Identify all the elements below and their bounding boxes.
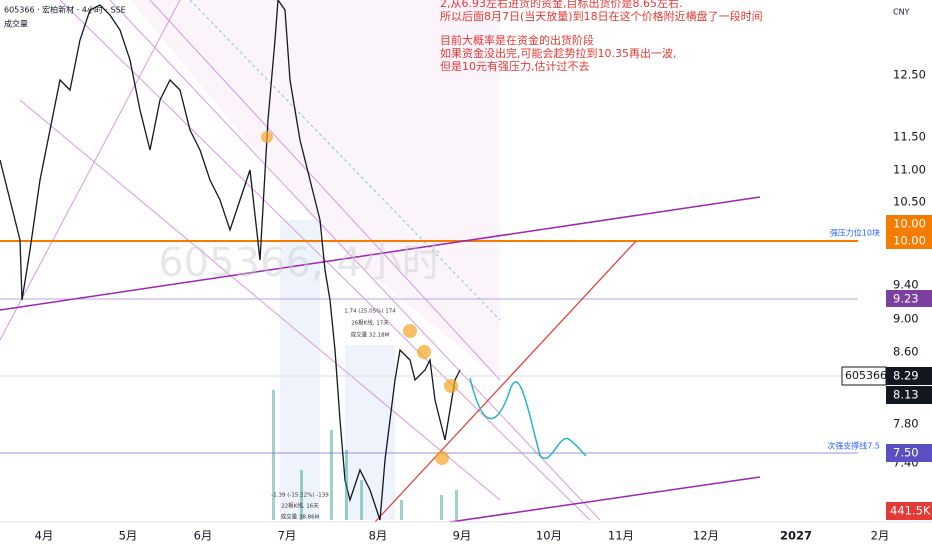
price-tag: 8.13 xyxy=(893,388,919,402)
annotation-line: 目前大概率是在资金的出货阶段 xyxy=(440,33,594,47)
measure-text: 成交量 32.18M xyxy=(351,331,390,339)
trend-line xyxy=(0,196,761,311)
tag-bg xyxy=(886,215,932,232)
support-trend xyxy=(374,240,637,523)
volume-label: 成交量 xyxy=(4,19,28,29)
price-label: 11.00 xyxy=(893,163,926,177)
channel-fill xyxy=(130,0,500,380)
measure-text: 1.74 (25.05%) 174 xyxy=(344,309,396,315)
price-label: 7.80 xyxy=(893,417,919,431)
price-label: 10.50 xyxy=(893,195,926,209)
price-tag: 8.29 xyxy=(893,369,919,383)
measure-text: 22根K线, 16天 xyxy=(281,502,319,510)
time-label: 9月 xyxy=(453,529,472,543)
price-tag: 7.50 xyxy=(893,446,919,460)
dashed-line xyxy=(189,0,501,321)
time-label: 5月 xyxy=(119,529,138,543)
time-label: 8月 xyxy=(369,529,388,543)
time-label: 2027 xyxy=(780,529,812,543)
measure-text: -1.39 (-15.22%) -139 xyxy=(271,493,329,499)
time-label: 10月 xyxy=(536,529,562,543)
line-label: 强压力位10块 xyxy=(830,228,880,238)
tag-bg xyxy=(886,367,932,385)
price-label: 9.40 xyxy=(893,278,919,292)
time-label: 4月 xyxy=(35,529,54,543)
tag-bg xyxy=(886,444,932,462)
time-axis: 4月 5月 6月 7月 8月 9月 10月 11月 12月 2027 2月 xyxy=(35,529,890,543)
symbol-tag: 605366 xyxy=(845,369,887,382)
currency: CNY xyxy=(893,8,910,17)
price-tag: 10.00 xyxy=(893,217,926,231)
price-axis: 12.50 11.50 11.00 10.50 9.40 9.00 8.60 7… xyxy=(893,68,926,470)
tag-bg xyxy=(886,386,932,404)
line-label: 次强支撑线7.5 xyxy=(827,441,880,451)
price-label: 11.50 xyxy=(893,130,926,144)
projection xyxy=(469,377,587,459)
time-label: 2月 xyxy=(871,529,890,543)
time-label: 6月 xyxy=(194,529,213,543)
annotation-line: 2,从6.93左右进货的资金,目标出货价是8.65左右. xyxy=(440,0,682,10)
channel-lines xyxy=(0,0,601,521)
measure-text: 26根K线, 17天 xyxy=(351,319,389,327)
time-label: 12月 xyxy=(693,529,719,543)
annotation-line: 但是10元有强压力,估计过不去 xyxy=(440,59,590,73)
time-label: 11月 xyxy=(608,529,634,543)
price-tag: 9.23 xyxy=(893,292,919,306)
annotation-line: 所以后面8月7日(当天放量)到18日在这个价格附近横盘了一段时间 xyxy=(440,9,763,23)
tag-bg xyxy=(886,502,932,520)
tag-bg xyxy=(886,290,932,307)
markers xyxy=(261,131,458,465)
symbol-line: 605366 · 宏柏新材 · 4小时 · SSE xyxy=(4,5,126,15)
price-tag: 10.00 xyxy=(893,234,926,248)
time-label: 7月 xyxy=(278,529,297,543)
watermark: 605366, 4小时 xyxy=(158,240,442,286)
tag-bg xyxy=(886,232,932,249)
measure-text: 成交量 38.86M xyxy=(281,513,320,521)
trend-line xyxy=(449,476,761,523)
price-series xyxy=(0,0,461,521)
price-label: 8.60 xyxy=(893,345,919,359)
annotation-line: 如果资金没出完,可能会趁势拉到10.35再出一波, xyxy=(440,46,676,60)
volume-bars xyxy=(272,390,458,520)
range-fill xyxy=(280,220,320,520)
price-label: 9.00 xyxy=(893,312,919,326)
price-tag: 441.5K xyxy=(890,504,931,518)
price-label: 12.50 xyxy=(893,68,926,82)
